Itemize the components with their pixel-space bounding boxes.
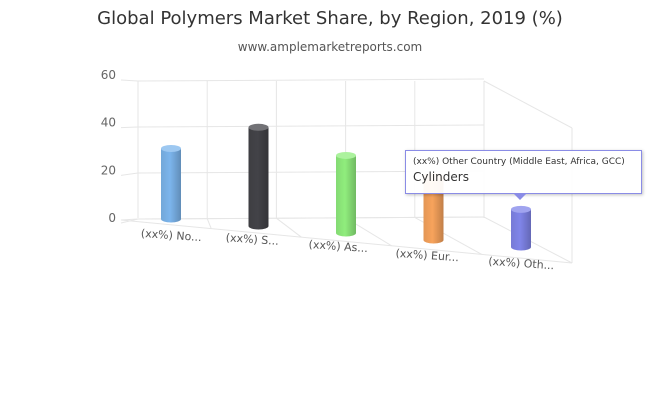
bar-body [336, 155, 356, 237]
x-tick-label: (xx%) No... [140, 227, 202, 244]
x-tick-label: (xx%) S... [225, 231, 279, 248]
grid [120, 78, 573, 264]
y-tick-label: 60 [101, 68, 116, 82]
x-tick-label: (xx%) As... [308, 238, 368, 255]
gridline [137, 78, 485, 82]
bar-top [161, 145, 181, 152]
chart-title: Global Polymers Market Share, by Region,… [97, 8, 563, 29]
bar [161, 145, 181, 223]
side-gridline [120, 126, 139, 129]
y-tick-label: 40 [101, 116, 116, 130]
bar-body [248, 127, 269, 230]
right-wall-edge [483, 80, 573, 129]
side-gridline [120, 79, 139, 82]
bar [248, 123, 269, 230]
tooltip-value: Cylinders [413, 170, 469, 184]
x-tick-label: (xx%) Oth... [488, 255, 555, 273]
x-axis-ticks: (xx%) No... (xx%) S... (xx%) As... (xx%) Eu… [140, 227, 554, 272]
y-tick-label: 20 [101, 163, 116, 177]
side-gridline [120, 172, 139, 176]
floor-divider [206, 218, 212, 229]
chart-subtitle: www.amplemarketreports.com [237, 40, 423, 54]
tooltip: (xx%) Other Country (Middle East, Africa… [405, 150, 642, 194]
tooltip-title: (xx%) Other Country (Middle East, Africa… [413, 157, 625, 167]
y-tick-label: 0 [108, 211, 116, 225]
bar-body [161, 148, 181, 223]
bar-top [511, 205, 531, 213]
y-axis-ticks: 0 20 40 60 [101, 68, 116, 225]
bar [336, 151, 356, 237]
floor-divider [276, 217, 302, 238]
bar-top [248, 123, 269, 131]
bar-top [336, 151, 356, 159]
bar [511, 205, 531, 251]
bar-body [511, 209, 531, 251]
gridline [137, 124, 485, 128]
x-tick-label: (xx%) Eur... [395, 247, 459, 264]
tooltip-pointer [513, 193, 527, 200]
